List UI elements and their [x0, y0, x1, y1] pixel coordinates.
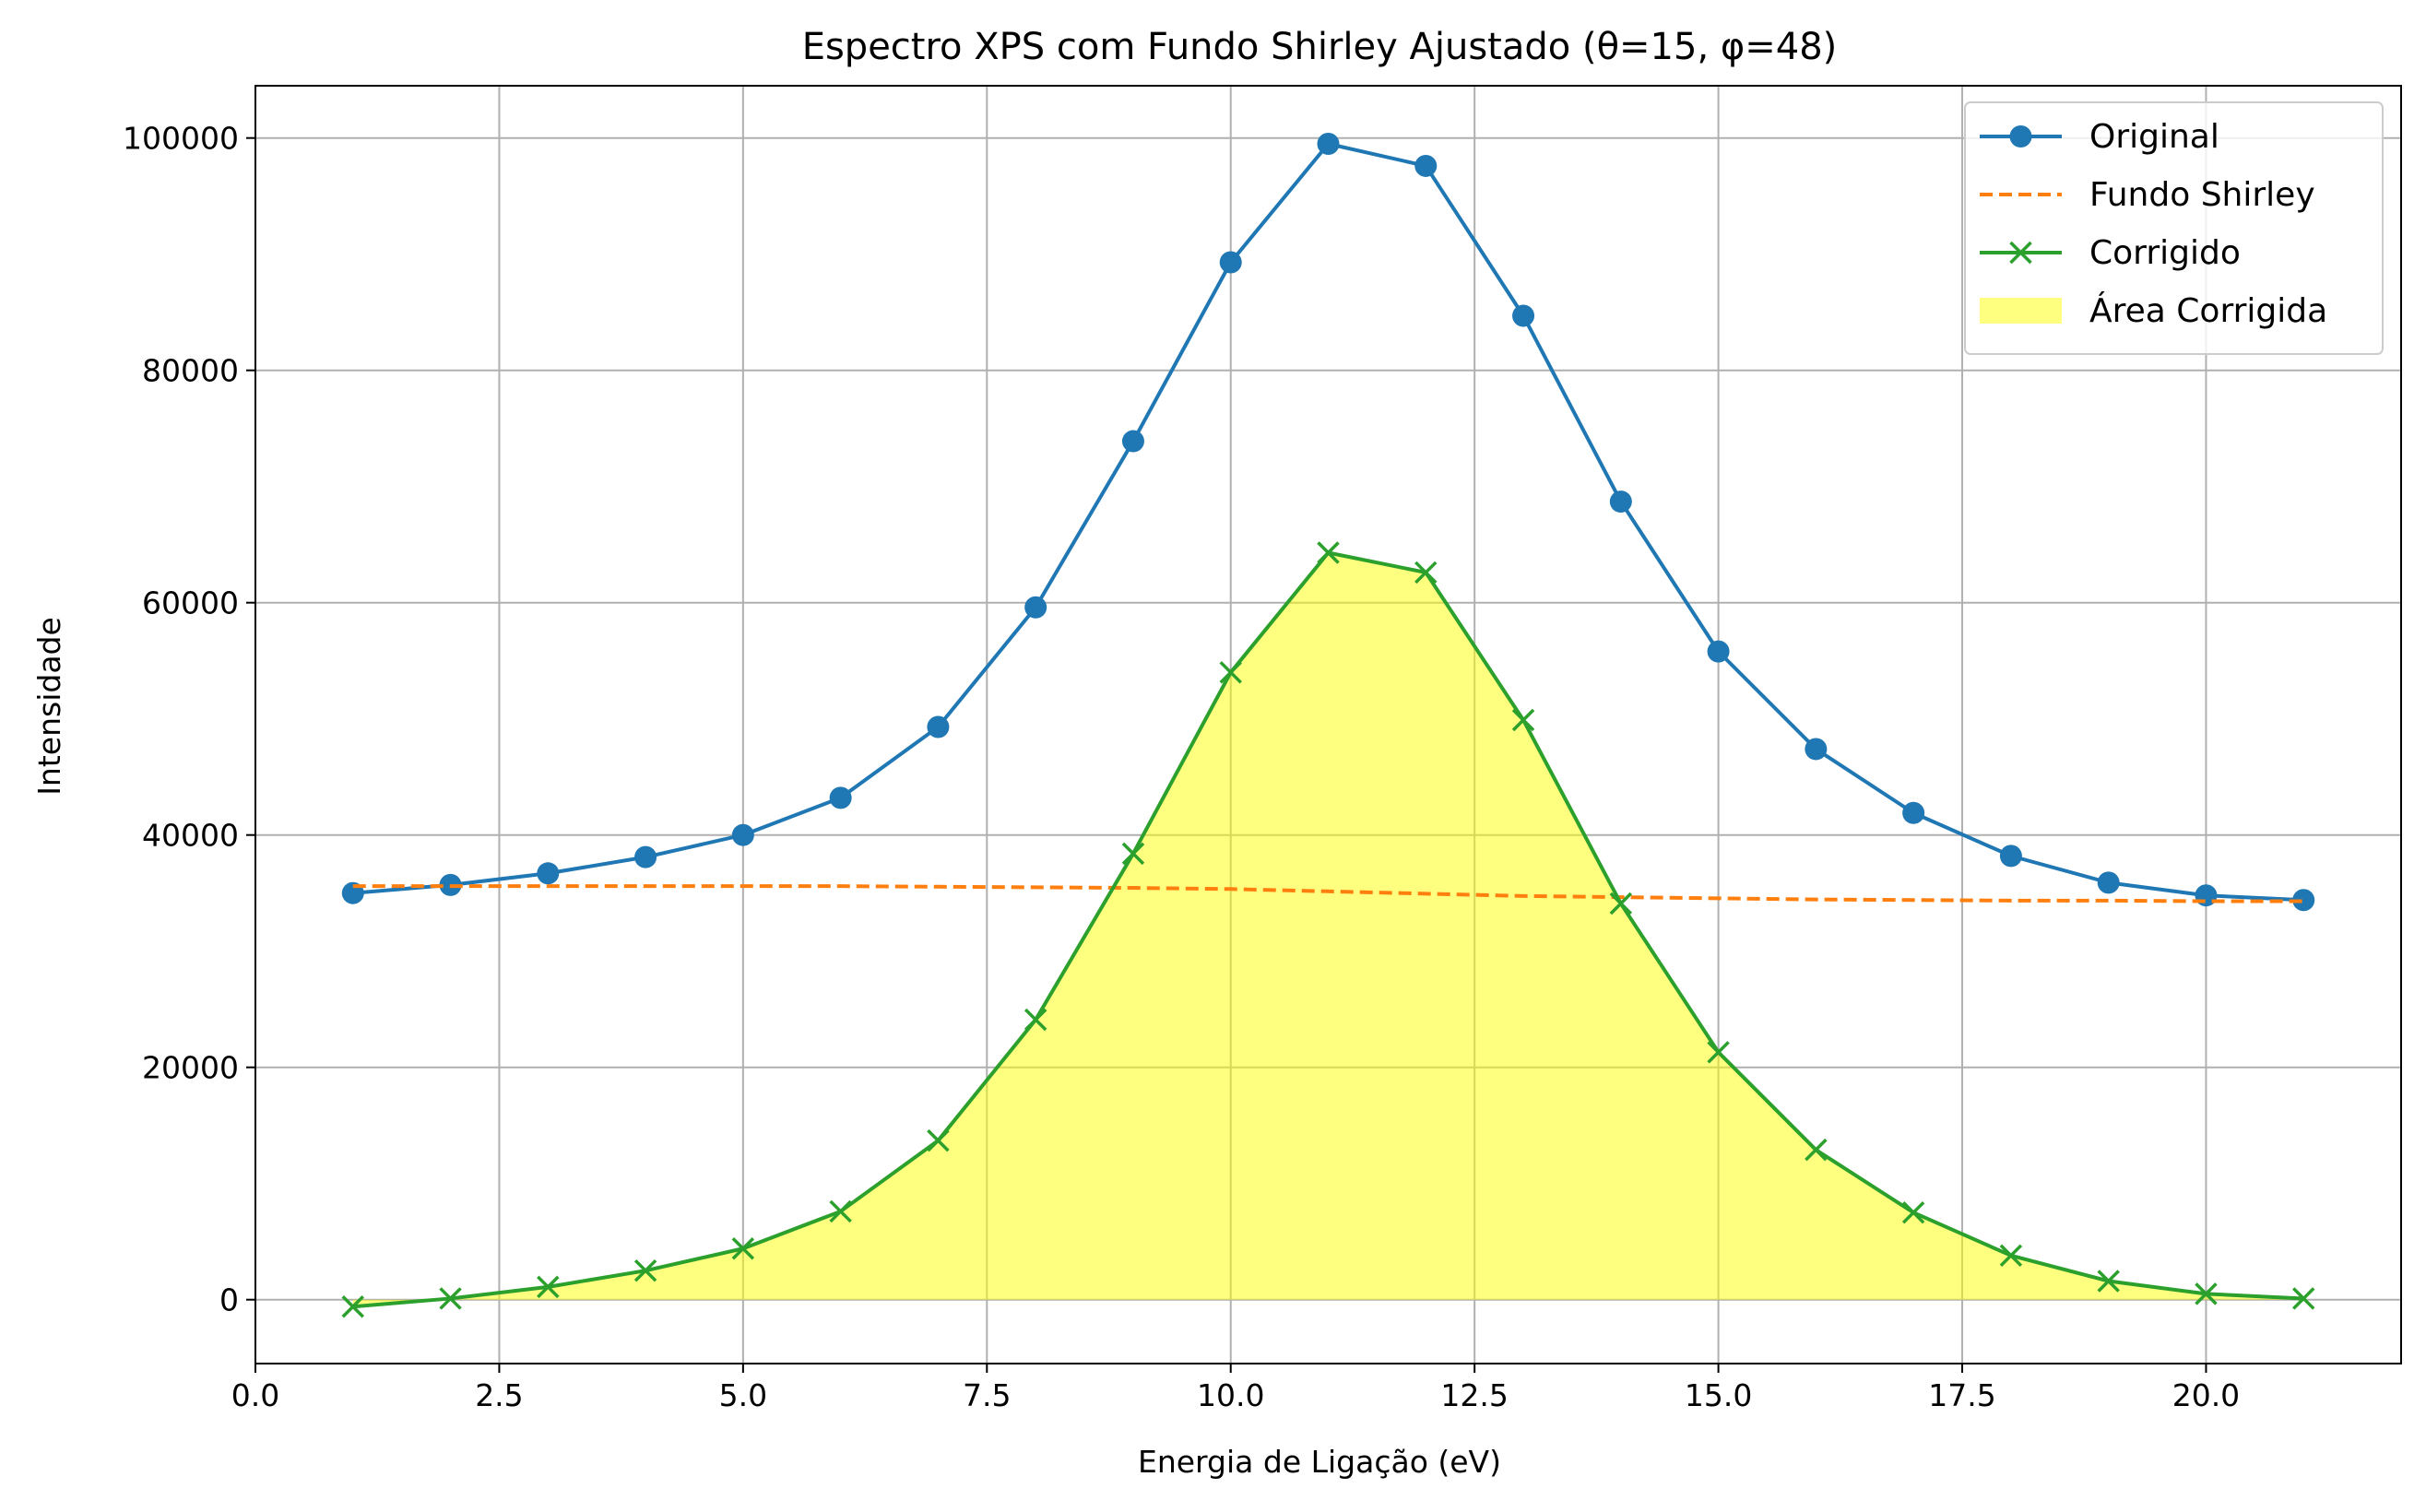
data-point	[537, 1275, 560, 1299]
legend-label: Área Corrigida	[2089, 291, 2327, 330]
series-corrigido	[341, 541, 2315, 1318]
fill-area-corrigida	[352, 552, 2304, 1307]
data-point	[731, 1237, 755, 1260]
legend-label: Fundo Shirley	[2089, 176, 2315, 214]
data-point	[439, 1287, 462, 1310]
data-point	[1219, 661, 1242, 684]
data-point	[1805, 1138, 1828, 1162]
x-tick-label: 7.5	[963, 1377, 1011, 1413]
series-line	[352, 884, 2304, 904]
y-axis-title: Intensidade	[31, 617, 67, 796]
data-point	[1024, 596, 1047, 619]
data-point	[1512, 304, 1535, 327]
data-point	[2097, 1270, 2120, 1293]
data-point	[1414, 154, 1438, 177]
x-tick-label: 5.0	[719, 1377, 767, 1413]
legend-box	[1964, 101, 2384, 355]
x-tick-label: 2.5	[475, 1377, 523, 1413]
data-point	[1609, 490, 1632, 514]
data-point	[731, 823, 754, 846]
x-axis-ticks: 0.0 2.5 5.0 7.5 10.0 12.5 15.0 17.5 20.0	[231, 1364, 2240, 1413]
legend-label: Original	[2089, 118, 2219, 156]
legend-label: Corrigido	[2089, 234, 2241, 272]
legend-entry: Original	[1980, 118, 2219, 156]
data-point	[537, 862, 560, 885]
x-tick-label: 20.0	[2172, 1377, 2240, 1413]
data-point	[1121, 842, 1145, 866]
data-point	[2195, 1282, 2218, 1305]
data-point	[2292, 889, 2315, 912]
y-tick-label: 20000	[142, 1050, 239, 1086]
data-point	[1901, 1200, 1925, 1224]
data-point	[1609, 892, 1633, 915]
data-point	[2291, 1287, 2315, 1310]
x-axis-title: Energia de Ligação (eV)	[1138, 1444, 1501, 1480]
y-tick-label: 40000	[142, 818, 239, 854]
y-axis-ticks: 0 20000 40000 60000 80000 100000	[123, 121, 255, 1318]
data-point	[927, 715, 950, 738]
data-point	[1511, 708, 1535, 732]
data-point	[1999, 845, 2022, 868]
data-point	[633, 1258, 657, 1282]
data-point	[1317, 133, 1340, 155]
data-point	[2195, 884, 2218, 907]
data-point	[1317, 541, 1340, 564]
data-point	[829, 786, 852, 809]
series-original	[341, 133, 2315, 912]
x-tick-label: 0.0	[231, 1377, 279, 1413]
x-tick-label: 10.0	[1197, 1377, 1264, 1413]
data-point	[1999, 1244, 2023, 1268]
x-tick-label: 12.5	[1440, 1377, 1508, 1413]
data-point	[1707, 1041, 1730, 1064]
y-tick-label: 60000	[142, 585, 239, 621]
data-point	[1024, 1008, 1047, 1032]
data-point	[634, 845, 657, 868]
chart-title: Espectro XPS com Fundo Shirley Ajustado …	[802, 26, 1838, 68]
series-fundo-shirley	[352, 884, 2304, 904]
series-layer	[341, 133, 2315, 1318]
data-point	[927, 1128, 950, 1152]
legend-entry: Fundo Shirley	[1980, 176, 2315, 214]
data-point	[1219, 251, 1242, 274]
x-tick-label: 15.0	[1685, 1377, 1752, 1413]
data-point	[1414, 561, 1438, 585]
legend-entry: Área Corrigida	[1980, 291, 2327, 330]
y-tick-label: 0	[219, 1282, 239, 1318]
plot-frame	[254, 85, 2402, 1364]
data-point	[341, 1295, 365, 1318]
y-tick-label: 100000	[123, 121, 239, 157]
data-point	[1902, 801, 1925, 824]
legend-entry: Corrigido	[1980, 234, 2241, 272]
y-tick-label: 80000	[142, 353, 239, 389]
legend-swatch	[1980, 298, 2062, 324]
data-point	[829, 1199, 852, 1223]
x-tick-label: 17.5	[1928, 1377, 1995, 1413]
data-point	[1707, 640, 1730, 663]
legend: Original Fundo Shirley Corrigido Área Corri…	[1964, 101, 2384, 355]
data-point	[1805, 738, 1828, 761]
data-point	[2097, 871, 2120, 894]
data-point	[1121, 430, 1144, 453]
fill-area-layer	[352, 552, 2304, 1307]
